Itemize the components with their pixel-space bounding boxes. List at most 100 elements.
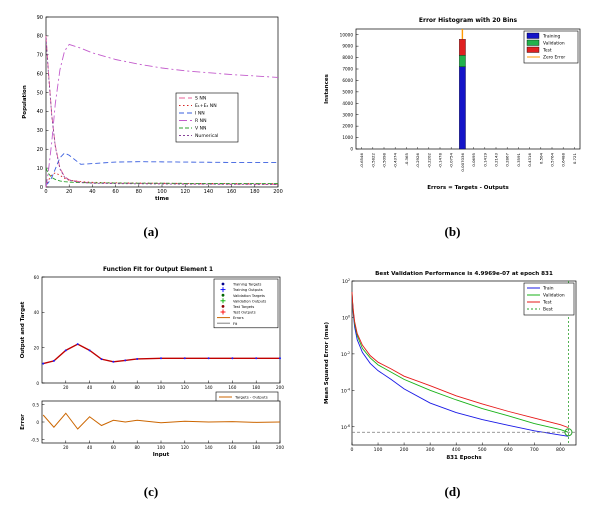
svg-text:10000: 10000	[339, 32, 353, 37]
svg-text:200: 200	[276, 445, 284, 450]
svg-text:9000: 9000	[342, 44, 353, 49]
svg-text:Error: Error	[20, 414, 26, 430]
svg-text:80: 80	[135, 445, 141, 450]
svg-text:5000: 5000	[342, 89, 353, 94]
svg-text:160: 160	[228, 445, 236, 450]
svg-text:160: 160	[227, 189, 237, 195]
svg-text:0.504: 0.504	[538, 152, 543, 164]
svg-text:100: 100	[157, 189, 167, 195]
svg-text:Output and Target: Output and Target	[20, 301, 26, 358]
svg-text:30: 30	[37, 128, 43, 134]
svg-text:Errors: Errors	[233, 316, 244, 320]
svg-text:Training Outputs: Training Outputs	[232, 288, 263, 292]
svg-text:60: 60	[111, 385, 117, 390]
svg-text:20: 20	[37, 147, 43, 153]
caption-d: (d)	[444, 484, 461, 499]
svg-text:700: 700	[529, 447, 538, 453]
svg-text:102: 102	[342, 278, 350, 285]
svg-text:40: 40	[89, 189, 95, 195]
svg-text:Fit: Fit	[233, 322, 238, 326]
function-fit-chart: Function Fit for Output Element 1 20 40 60 8…	[20, 267, 284, 458]
svg-text:0: 0	[350, 447, 353, 453]
svg-text:10-2: 10-2	[340, 351, 349, 358]
svg-text:Errors = Targets - Outputs: Errors = Targets - Outputs	[427, 185, 509, 191]
svg-text:0: 0	[40, 185, 43, 191]
svg-text:-0.365: -0.365	[403, 152, 408, 165]
svg-text:60: 60	[34, 275, 40, 280]
svg-text:0.3591: 0.3591	[515, 152, 520, 166]
svg-text:1000: 1000	[342, 135, 353, 140]
svg-text:Validation: Validation	[543, 41, 565, 47]
svg-text:-0.0754: -0.0754	[448, 152, 453, 168]
caption-c: (c)	[143, 484, 159, 499]
svg-text:400: 400	[451, 447, 460, 453]
svg-text:Validation: Validation	[543, 293, 565, 299]
svg-text:0.2867: 0.2867	[504, 152, 509, 166]
svg-text:Mean Squared Error (mse): Mean Squared Error (mse)	[324, 322, 330, 404]
svg-text:60: 60	[112, 189, 118, 195]
svg-text:Best: Best	[543, 307, 553, 313]
svg-text:Validation Targets: Validation Targets	[233, 294, 265, 298]
svg-text:70: 70	[37, 53, 43, 59]
svg-text:120: 120	[181, 445, 189, 450]
svg-text:100: 100	[342, 314, 350, 321]
svg-text:Instances: Instances	[324, 73, 330, 103]
svg-text:10-4: 10-4	[340, 387, 349, 394]
svg-text:0.007036: 0.007036	[459, 152, 464, 171]
svg-text:40: 40	[87, 385, 93, 390]
svg-text:Test Targets: Test Targets	[232, 305, 254, 309]
svg-text:R NN: R NN	[195, 118, 207, 124]
svg-text:Test: Test	[542, 300, 552, 306]
svg-text:0.5764: 0.5764	[549, 152, 554, 166]
svg-text:-0.5098: -0.5098	[381, 152, 386, 168]
svg-text:120: 120	[180, 189, 190, 195]
svg-text:-0.6546: -0.6546	[359, 152, 364, 168]
svg-text:Test Outputs: Test Outputs	[232, 311, 256, 315]
svg-text:200: 200	[276, 385, 284, 390]
svg-text:Training: Training	[542, 34, 561, 40]
svg-text:4000: 4000	[342, 101, 353, 106]
svg-text:-0.5: -0.5	[31, 437, 40, 442]
svg-text:80: 80	[135, 385, 141, 390]
svg-text:0.0695: 0.0695	[471, 152, 476, 166]
svg-text:20: 20	[63, 445, 69, 450]
svg-text:-0.2202: -0.2202	[426, 152, 431, 168]
svg-text:200: 200	[399, 447, 408, 453]
svg-text:180: 180	[252, 385, 260, 390]
svg-text:140: 140	[204, 189, 214, 195]
svg-text:S NN: S NN	[195, 96, 206, 102]
svg-text:140: 140	[205, 445, 213, 450]
performance-chart: 0 100 200 300 400 500 600 700 800 10-6 10-4 10-2 100…	[324, 271, 576, 461]
svg-text:-0.1478: -0.1478	[437, 152, 442, 168]
svg-text:2000: 2000	[342, 124, 353, 129]
svg-text:100: 100	[373, 447, 382, 453]
panel-d: 0 100 200 300 400 500 600 700 800 10-6 10-4 10-2 100…	[302, 256, 603, 511]
panel-b: 0 1000 2000 3000 4000 5000 6000 7000 8000 9000 100…	[302, 0, 603, 256]
svg-text:3000: 3000	[342, 112, 353, 117]
svg-text:60: 60	[111, 445, 117, 450]
svg-text:Zero Error: Zero Error	[543, 55, 565, 61]
caption-b: (b)	[444, 224, 461, 239]
svg-text:180: 180	[250, 189, 260, 195]
svg-text:500: 500	[477, 447, 486, 453]
svg-text:time: time	[155, 196, 169, 202]
svg-text:831 Epochs: 831 Epochs	[446, 455, 482, 461]
svg-text:40: 40	[37, 109, 43, 115]
svg-text:80: 80	[136, 189, 142, 195]
svg-text:140: 140	[205, 385, 213, 390]
svg-text:600: 600	[503, 447, 512, 453]
svg-text:0.721: 0.721	[571, 152, 576, 164]
svg-text:0.2143: 0.2143	[493, 152, 498, 166]
population-chart: 0 20 40 60 80 100 120 140 160 180 200 0 10 20 30 40 50 60…	[22, 15, 283, 202]
svg-text:6000: 6000	[342, 78, 353, 83]
svg-text:40: 40	[87, 445, 93, 450]
svg-text:80: 80	[37, 34, 43, 40]
svg-text:Input: Input	[153, 452, 170, 458]
svg-text:Numerical: Numerical	[195, 133, 218, 139]
svg-text:8000: 8000	[342, 55, 353, 60]
svg-text:0: 0	[350, 147, 353, 152]
svg-text:180: 180	[252, 445, 260, 450]
svg-text:100: 100	[157, 445, 165, 450]
svg-text:-0.2926: -0.2926	[415, 152, 420, 168]
